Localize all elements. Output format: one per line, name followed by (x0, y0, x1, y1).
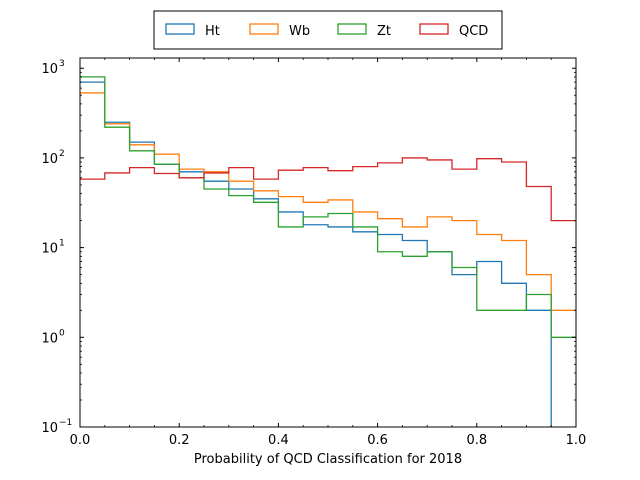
y-tick-exponent: 1 (59, 239, 65, 249)
y-tick-label: 10 (41, 242, 58, 257)
series-layer (80, 76, 576, 427)
series-qcd-line (80, 157, 576, 222)
y-tick-exponent: 0 (59, 328, 65, 338)
x-tick-label: 0.0 (70, 433, 91, 448)
x-tick-label: 0.6 (367, 433, 388, 448)
y-tick-label: 10 (41, 331, 58, 346)
legend-box (153, 10, 503, 50)
y-tick-label: 10 (41, 421, 58, 436)
legend: Ht Wb Zt QCD (153, 10, 503, 50)
legend-swatch-zt (337, 23, 367, 35)
x-tick-label: 0.4 (268, 433, 289, 448)
legend-label-ht: Ht (205, 24, 220, 39)
y-tick-label: 10 (41, 152, 58, 167)
y-tick-label: 10 (41, 62, 58, 77)
legend-label-qcd: QCD (459, 24, 488, 39)
x-tick-label: 0.2 (169, 433, 190, 448)
series-wb-line (80, 92, 576, 311)
y-tick-exponent: −1 (59, 418, 72, 428)
series-zt-line (80, 76, 576, 338)
x-axis-label: Probability of QCD Classification for 20… (194, 452, 462, 467)
y-tick-exponent: 2 (59, 149, 65, 159)
legend-label-zt: Zt (377, 24, 391, 39)
legend-swatch-qcd (419, 23, 449, 35)
x-tick-label: 1.0 (566, 433, 587, 448)
legend-swatch-wb (249, 23, 279, 35)
x-tick-label: 0.8 (466, 433, 487, 448)
legend-swatch-ht (165, 23, 195, 35)
y-tick-exponent: 3 (59, 59, 65, 69)
x-axis: 0.0 0.2 0.4 0.6 0.8 1.0 (70, 58, 587, 448)
legend-label-wb: Wb (289, 24, 310, 39)
